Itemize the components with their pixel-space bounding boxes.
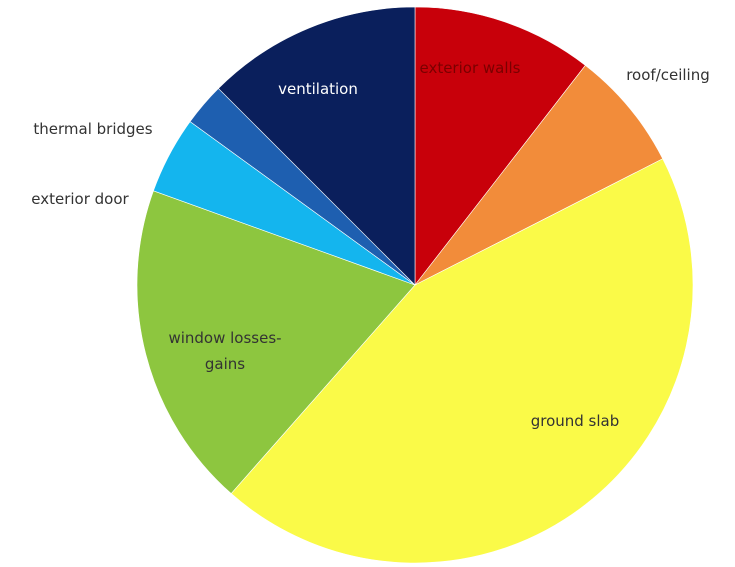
pie-slice-window-losses-gains (136, 190, 416, 494)
pie-slice-exterior-walls (414, 6, 586, 286)
slice-label-ventilation: ventilation (278, 80, 358, 98)
pie-slice-ground-slab (230, 158, 694, 564)
slice-label-exterior-door: exterior door (31, 190, 129, 208)
pie-slice-ventilation (217, 6, 416, 286)
slice-label-line: thermal bridges (33, 120, 152, 138)
slice-label-line: window losses- (168, 329, 281, 347)
pie-slice-roof-ceiling (414, 64, 664, 286)
pie-slices (136, 6, 694, 564)
slice-label-roof-ceiling: roof/ceiling (626, 66, 710, 84)
slice-label-line: ventilation (278, 80, 358, 98)
slice-label-thermal-bridges: thermal bridges (33, 120, 152, 138)
slice-label-line: exterior walls (419, 59, 520, 77)
slice-label-line: gains (205, 355, 245, 373)
slice-label-line: exterior door (31, 190, 129, 208)
slice-label-line: roof/ceiling (626, 66, 710, 84)
slice-label-ground-slab: ground slab (531, 412, 620, 430)
slice-label-exterior-walls: exterior walls (419, 59, 520, 77)
pie-labels: exterior walls roof/ceiling ground slab win… (31, 59, 710, 430)
slice-label-window-losses-gains: window losses-gains (168, 329, 281, 373)
slice-label-line: ground slab (531, 412, 620, 430)
